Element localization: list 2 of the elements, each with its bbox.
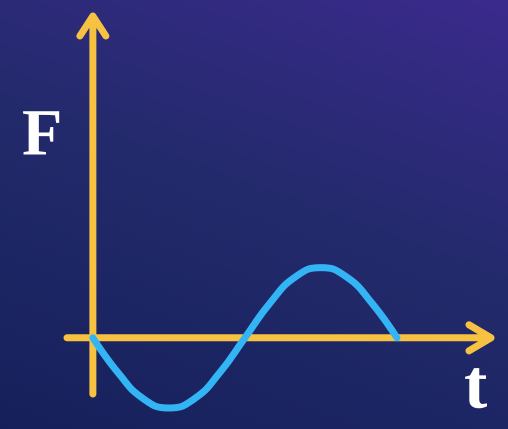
y-axis-title: F xyxy=(22,96,62,170)
x-axis-title: t xyxy=(464,346,488,424)
